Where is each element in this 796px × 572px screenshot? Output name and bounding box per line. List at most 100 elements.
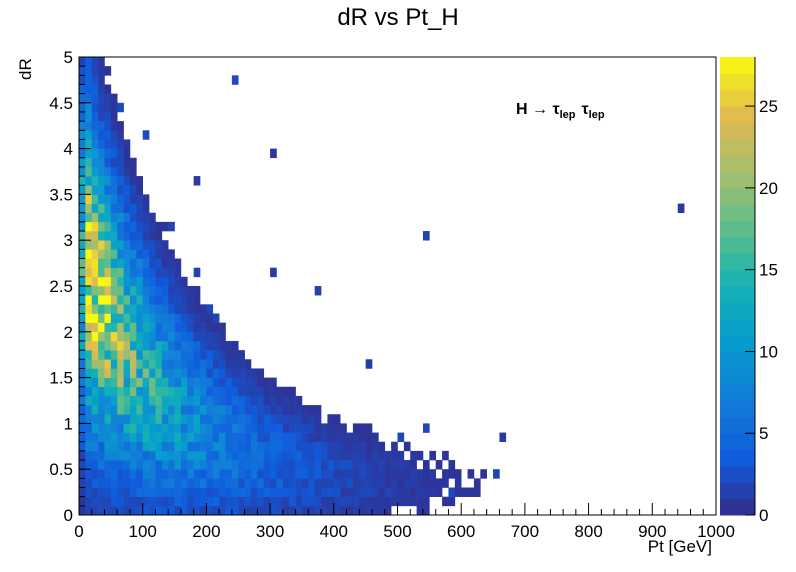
colorbar-step <box>720 187 755 205</box>
heatmap-cell <box>180 350 188 360</box>
heatmap-cell <box>340 432 347 443</box>
heatmap-cell <box>91 505 99 516</box>
heatmap-cell <box>104 395 112 406</box>
heatmap-cell <box>493 469 500 479</box>
heatmap-cell <box>85 221 93 232</box>
heatmap-cell <box>110 368 118 378</box>
colorbar-step <box>720 57 755 74</box>
heatmap-cell <box>212 368 220 378</box>
heatmap-cell <box>308 505 315 516</box>
heatmap-cell <box>117 414 124 424</box>
x-axis-label: Pt [GeV] <box>647 537 712 556</box>
heatmap-cell <box>91 432 99 443</box>
heatmap-cell <box>174 368 182 378</box>
heatmap-cell <box>384 460 392 470</box>
heatmap-cell <box>142 460 150 470</box>
heatmap-cell <box>391 450 398 461</box>
x-tick-label: 1000 <box>697 522 735 541</box>
heatmap-cell <box>142 478 150 488</box>
heatmap-cell <box>85 231 93 241</box>
heatmap-cell <box>79 249 86 259</box>
heatmap-cell <box>238 350 245 360</box>
heatmap-cell <box>136 331 143 342</box>
heatmap-cell <box>129 249 137 259</box>
heatmap-cell <box>85 496 93 507</box>
heatmap-cell <box>340 469 347 479</box>
heatmap-cell <box>422 460 430 470</box>
heatmap-cell <box>219 340 226 351</box>
heatmap-cell <box>219 368 226 378</box>
heatmap-cell <box>365 478 373 488</box>
heatmap-cell <box>333 414 341 424</box>
heatmap-cell <box>238 432 245 443</box>
heatmap-cell <box>212 487 220 497</box>
heatmap-cell <box>435 487 443 497</box>
heatmap-cell <box>123 249 131 259</box>
heatmap-cell <box>359 441 366 452</box>
heatmap-cell <box>180 313 188 323</box>
heatmap-cell <box>180 377 188 388</box>
heatmap-cell <box>206 505 214 516</box>
heatmap-cell <box>129 469 137 479</box>
heatmap-cell <box>117 130 124 140</box>
heatmap-cell <box>384 469 392 479</box>
heatmap-cell <box>91 212 99 223</box>
heatmap-cell <box>244 414 252 424</box>
heatmap-cell <box>416 496 424 507</box>
heatmap-cell <box>149 359 156 369</box>
x-tick-label: 400 <box>320 522 348 541</box>
heatmap-cell <box>340 450 347 461</box>
heatmap-cell <box>238 478 245 488</box>
heatmap-cell <box>174 276 182 287</box>
heatmap-cell <box>289 432 296 443</box>
heatmap-cell <box>129 350 137 360</box>
heatmap-cell <box>104 441 112 452</box>
heatmap-cell <box>180 505 188 516</box>
heatmap-cell <box>104 496 112 507</box>
heatmap-cell <box>219 505 226 516</box>
heatmap-cell <box>79 157 86 168</box>
heatmap-cell <box>142 441 150 452</box>
heatmap-cell <box>257 432 265 443</box>
heatmap-cell <box>276 405 284 415</box>
heatmap-cell <box>136 414 143 424</box>
heatmap-cell <box>270 377 277 388</box>
heatmap-cell <box>85 111 93 122</box>
heatmap-cell <box>79 405 86 415</box>
heatmap-cell <box>123 185 131 195</box>
heatmap-cell <box>187 295 194 305</box>
heatmap-cell <box>149 487 156 497</box>
heatmap-cell <box>212 460 220 470</box>
heatmap-cell <box>308 432 315 443</box>
heatmap-cell <box>168 441 175 452</box>
heatmap-cell <box>98 130 105 140</box>
heatmap-cell <box>308 423 315 433</box>
heatmap-cell <box>378 496 386 507</box>
heatmap-cell <box>238 414 245 424</box>
heatmap-cell <box>117 450 124 461</box>
heatmap-cell <box>110 102 118 113</box>
heatmap-cell <box>98 386 105 397</box>
heatmap-cell <box>129 414 137 424</box>
heatmap-cell <box>123 276 131 287</box>
heatmap-cell <box>161 405 169 415</box>
heatmap-cell <box>161 414 169 424</box>
heatmap-cell <box>142 295 150 305</box>
heatmap-cell <box>110 295 118 305</box>
heatmap-cell <box>79 386 86 397</box>
heatmap-cell <box>180 359 188 369</box>
heatmap-cell <box>85 176 93 186</box>
heatmap-cell <box>142 304 150 314</box>
heatmap-cell <box>467 487 475 497</box>
heatmap-cell <box>416 505 424 516</box>
heatmap-cell <box>225 386 233 397</box>
heatmap-cell <box>282 423 290 433</box>
heatmap-cell <box>123 322 131 333</box>
heatmap-cell <box>129 240 137 250</box>
heatmap-cell <box>136 359 143 369</box>
heatmap-cell <box>340 496 347 507</box>
heatmap-cell <box>397 469 405 479</box>
heatmap-cell <box>250 386 258 397</box>
heatmap-cell <box>270 505 277 516</box>
heatmap-cell <box>282 395 290 406</box>
